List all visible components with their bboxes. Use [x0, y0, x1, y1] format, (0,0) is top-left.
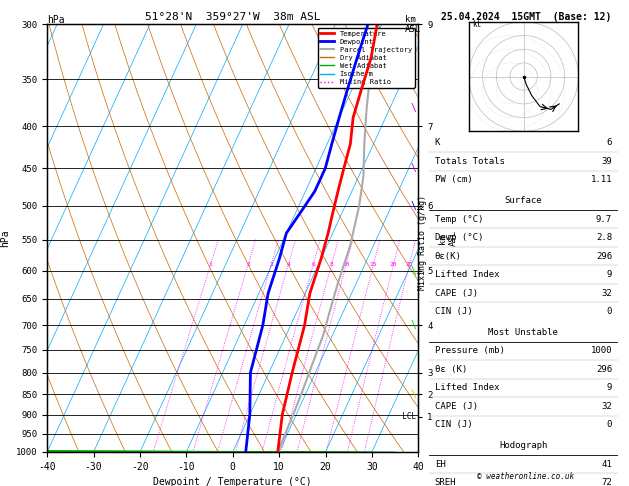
Text: \: \	[410, 389, 416, 399]
Text: 20: 20	[390, 262, 397, 267]
Text: 32: 32	[601, 402, 612, 411]
Text: 9: 9	[606, 270, 612, 279]
Text: 296: 296	[596, 365, 612, 374]
Text: θε (K): θε (K)	[435, 365, 467, 374]
Text: hPa: hPa	[47, 15, 65, 25]
Text: Most Unstable: Most Unstable	[488, 328, 559, 337]
Y-axis label: hPa: hPa	[1, 229, 11, 247]
Text: 1000: 1000	[591, 347, 612, 355]
Text: CIN (J): CIN (J)	[435, 420, 472, 429]
Text: Lifted Index: Lifted Index	[435, 383, 499, 392]
Text: 41: 41	[601, 460, 612, 469]
Text: 296: 296	[596, 252, 612, 260]
Text: Surface: Surface	[504, 196, 542, 205]
Text: \: \	[410, 201, 416, 211]
Text: \: \	[410, 320, 416, 330]
Text: 2.8: 2.8	[596, 233, 612, 242]
Text: 1.11: 1.11	[591, 175, 612, 184]
Text: LCL: LCL	[393, 412, 416, 421]
Text: \: \	[410, 103, 416, 113]
Text: \: \	[410, 163, 416, 174]
Text: SREH: SREH	[435, 478, 456, 486]
Text: 9: 9	[606, 383, 612, 392]
Text: Totals Totals: Totals Totals	[435, 157, 504, 166]
Text: 32: 32	[601, 289, 612, 297]
Text: Temp (°C): Temp (°C)	[435, 215, 483, 224]
Text: 0: 0	[606, 420, 612, 429]
Text: 15: 15	[370, 262, 377, 267]
Text: Mixing Ratio (g/kg): Mixing Ratio (g/kg)	[418, 195, 427, 291]
X-axis label: Dewpoint / Temperature (°C): Dewpoint / Temperature (°C)	[153, 477, 312, 486]
Text: 10: 10	[342, 262, 350, 267]
Text: 25: 25	[406, 262, 413, 267]
Text: 39: 39	[601, 157, 612, 166]
Title: 51°28'N  359°27'W  38m ASL: 51°28'N 359°27'W 38m ASL	[145, 12, 321, 22]
Text: Pressure (mb): Pressure (mb)	[435, 347, 504, 355]
Text: Dewp (°C): Dewp (°C)	[435, 233, 483, 242]
Text: EH: EH	[435, 460, 445, 469]
Text: CAPE (J): CAPE (J)	[435, 402, 477, 411]
Text: 4: 4	[286, 262, 290, 267]
Text: Lifted Index: Lifted Index	[435, 270, 499, 279]
Text: 0: 0	[606, 307, 612, 316]
Text: 9.7: 9.7	[596, 215, 612, 224]
Text: K: K	[435, 139, 440, 147]
Text: θε(K): θε(K)	[435, 252, 462, 260]
Text: 2: 2	[246, 262, 250, 267]
Text: © weatheronline.co.uk: © weatheronline.co.uk	[477, 472, 574, 481]
Text: 6: 6	[311, 262, 315, 267]
Text: CAPE (J): CAPE (J)	[435, 289, 477, 297]
Y-axis label: km
ASL: km ASL	[438, 230, 458, 246]
Text: PW (cm): PW (cm)	[435, 175, 472, 184]
Text: 3: 3	[269, 262, 273, 267]
Text: 72: 72	[601, 478, 612, 486]
Text: \: \	[410, 265, 416, 276]
Text: CIN (J): CIN (J)	[435, 307, 472, 316]
Text: 8: 8	[330, 262, 333, 267]
Legend: Temperature, Dewpoint, Parcel Trajectory, Dry Adiabat, Wet Adiabat, Isotherm, Mi: Temperature, Dewpoint, Parcel Trajectory…	[318, 28, 415, 88]
Text: Hodograph: Hodograph	[499, 441, 547, 450]
Text: 6: 6	[606, 139, 612, 147]
Text: kt: kt	[472, 20, 481, 29]
Text: km
ASL: km ASL	[405, 15, 421, 34]
Text: 1: 1	[209, 262, 213, 267]
Text: 25.04.2024  15GMT  (Base: 12): 25.04.2024 15GMT (Base: 12)	[441, 12, 611, 22]
